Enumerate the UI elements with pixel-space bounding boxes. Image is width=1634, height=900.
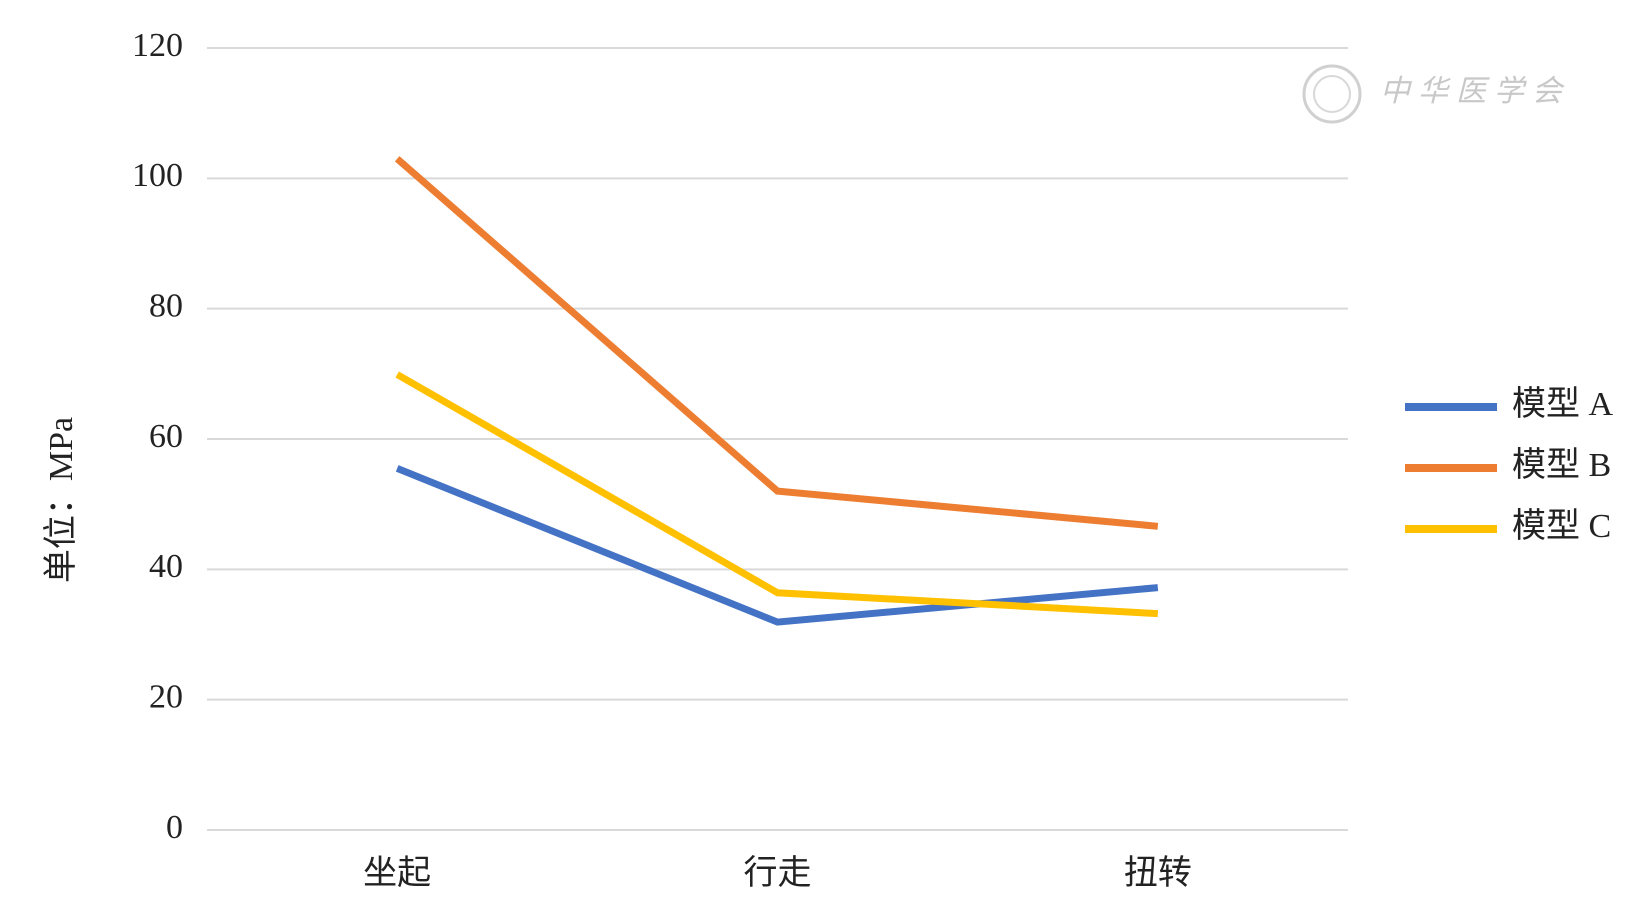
legend-label: 模型 B (1512, 446, 1611, 484)
y-tick-label: 40 (149, 548, 183, 585)
legend-label: 模型 C (1512, 507, 1611, 545)
x-tick-label: 坐起 (363, 855, 431, 892)
y-axis-label: 单位：MPa (42, 417, 80, 583)
x-tick-label: 行走 (744, 854, 812, 892)
y-tick-label: 0 (166, 809, 183, 846)
y-tick-label: 80 (149, 287, 183, 324)
series-line (394, 156, 1159, 530)
series-line (395, 371, 1159, 618)
y-tick-label: 120 (132, 27, 183, 64)
x-tick-label: 扭转 (1124, 854, 1192, 892)
legend-label: 模型 A (1512, 385, 1613, 423)
y-tick-label: 20 (149, 678, 183, 715)
watermark-logo-inner (1313, 75, 1351, 113)
watermark-text: 中华医学会 (1380, 75, 1570, 108)
y-tick-label: 100 (132, 157, 183, 194)
series-line (395, 465, 1159, 626)
watermark: 中华医学会 (1302, 64, 1570, 124)
watermark-logo (1302, 64, 1362, 124)
y-tick-label: 60 (149, 418, 183, 455)
